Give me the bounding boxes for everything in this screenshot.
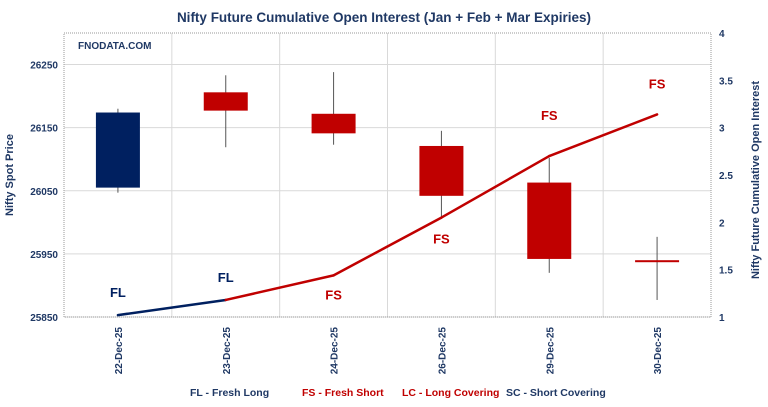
watermark: FNODATA.COM [78,41,152,52]
oi-line-segment [332,216,443,277]
candle-body [527,182,572,259]
oi-line-segment [548,113,659,158]
y-right-tick-label: 1.5 [719,266,733,277]
y-axis-left-label: Nifty Spot Price [4,134,16,216]
candle-body [311,113,356,134]
legend-item: SC - Short Covering [506,387,606,399]
signal-label: FS [649,76,666,91]
y-left-tick-label: 26150 [30,124,58,135]
candle-body [635,260,680,263]
legend-item: LC - Long Covering [402,387,499,399]
candle-body [419,145,464,196]
signal-label: FL [218,270,234,285]
x-tick-label: 23-Dec-25 [222,327,233,375]
y-right-tick-label: 4 [719,29,725,40]
y-left-tick-label: 26250 [30,61,58,72]
y-left-tick-label: 26050 [30,187,58,198]
y-right-tick-label: 1 [719,313,725,324]
x-tick-label: 26-Dec-25 [437,327,448,375]
oi-line-segment [116,298,227,317]
signal-label: FS [325,287,342,302]
candle-body [95,112,140,188]
y-right-tick-label: 3 [719,124,725,135]
plot-border [63,32,712,318]
candle-body [203,92,248,111]
y-left-tick-label: 25850 [30,313,58,324]
oi-line-segment [224,274,335,302]
x-tick-label: 24-Dec-25 [330,327,341,375]
chart-title: Nifty Future Cumulative Open Interest (J… [177,10,591,25]
legend-item: FL - Fresh Long [190,387,269,399]
signal-label: FS [433,232,450,247]
x-tick-label: 22-Dec-25 [114,327,125,375]
signal-label: FS [541,108,558,123]
signal-label: FL [110,285,126,300]
x-tick-label: 30-Dec-25 [653,327,664,375]
y-left-tick-label: 25950 [30,250,58,261]
oi-line-segment [440,154,551,219]
legend-item: FS - Fresh Short [302,387,384,399]
y-right-tick-label: 2.5 [719,171,733,182]
x-tick-label: 29-Dec-25 [545,327,556,375]
y-right-tick-label: 2 [719,218,725,229]
y-axis-right-label: Nifty Future Cumulative Open Interest [750,81,762,279]
y-right-tick-label: 3.5 [719,76,733,87]
